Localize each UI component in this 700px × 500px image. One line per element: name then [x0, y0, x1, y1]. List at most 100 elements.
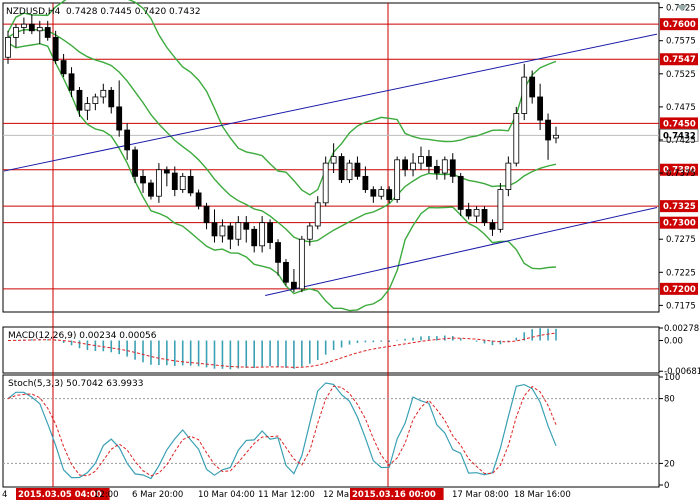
macd-label: MACD(12,26,9) 0.00234 0.00056 — [8, 331, 157, 341]
level-tag-label: 0.7325 — [663, 202, 696, 212]
candle — [433, 159, 440, 180]
level-tag-label: 0.7200 — [663, 285, 696, 295]
candle-body-up — [155, 169, 162, 197]
candle — [52, 30, 59, 64]
candle-body-down — [132, 149, 138, 177]
candle — [211, 209, 218, 243]
candle — [155, 163, 162, 203]
candle-body-down — [195, 192, 202, 207]
bollinger-bands — [7, 0, 557, 312]
candle-body-down — [426, 156, 432, 167]
candle-body-down — [68, 73, 75, 91]
candle — [187, 169, 194, 197]
candle-body-down — [251, 228, 258, 247]
candle-body-up — [521, 76, 528, 114]
candle — [44, 20, 51, 41]
candle-body-up — [513, 113, 520, 164]
time-highlight-tag — [16, 488, 110, 500]
candle-body-up — [13, 27, 19, 38]
level-tag — [660, 200, 698, 213]
candle — [124, 123, 131, 160]
candle — [314, 196, 321, 230]
candle — [322, 156, 329, 207]
candle-body-down — [108, 89, 115, 108]
candle-body-up — [473, 209, 480, 217]
candle-body-down — [465, 209, 472, 217]
macd-tick-label: -0.00681 — [664, 367, 700, 377]
candle — [132, 146, 138, 183]
level-tag-label: 0.7600 — [663, 20, 696, 30]
candle — [219, 219, 226, 243]
candle-body-up — [259, 222, 266, 247]
chart-menu-icon[interactable] — [676, 5, 688, 11]
candle-body-up — [418, 156, 424, 164]
price-tick-label: 0.7375 — [666, 169, 696, 179]
channel-line — [3, 33, 658, 172]
candle-body-down — [227, 225, 234, 240]
candle-body-down — [370, 189, 377, 197]
candle — [148, 179, 154, 200]
candle-body-down — [275, 242, 281, 263]
candle — [370, 186, 377, 203]
price-tick-label: 0.7225 — [666, 268, 696, 278]
candle — [251, 225, 258, 253]
candle — [116, 80, 123, 137]
candle — [346, 159, 353, 183]
candle-body-down — [203, 205, 210, 224]
candle-body-up — [378, 189, 385, 197]
candle — [386, 186, 393, 203]
candle-body-up — [314, 202, 321, 227]
time-label: 12:00 — [94, 490, 119, 500]
candle-body-up — [497, 189, 504, 230]
candle-body-down — [60, 60, 67, 75]
candle — [227, 222, 234, 250]
bb-upper-band — [7, 0, 557, 196]
price-axis: 0.76250.75750.75250.74750.74250.73750.72… — [659, 4, 696, 311]
stochastic-indicator: 100 80 20 0 — [3, 373, 680, 491]
candle — [338, 153, 345, 183]
candle — [497, 182, 504, 233]
candle — [537, 83, 544, 131]
candle — [402, 156, 409, 177]
candle-body-down — [52, 37, 59, 61]
candle-body-up — [441, 159, 448, 174]
candle-body-down — [76, 89, 83, 111]
candle — [195, 189, 202, 210]
candle-body-down — [338, 156, 345, 181]
candle — [76, 87, 83, 117]
price-tick-label: 0.7475 — [666, 103, 696, 113]
candle-body-down — [529, 76, 536, 98]
macd-tick-label: 0.00278 — [664, 324, 699, 334]
symbol-header: NZDUSD,H4 — [6, 7, 61, 17]
candle-body-down — [116, 106, 123, 131]
time-label: 17 Mar 08:00 — [452, 490, 509, 500]
candle-body-down — [140, 175, 146, 184]
candle-body-down — [402, 159, 409, 171]
candle — [473, 206, 480, 223]
candle — [298, 235, 305, 293]
candle — [171, 166, 178, 197]
price-tick-label: 0.7175 — [666, 301, 696, 311]
candle — [60, 53, 67, 78]
candle-body-down — [354, 162, 361, 177]
candle-body-down — [187, 175, 194, 194]
candle — [108, 87, 115, 114]
candle — [283, 259, 289, 286]
candle — [259, 216, 266, 253]
candle — [441, 156, 448, 180]
candle-body-down — [267, 222, 273, 243]
candle-body-down — [481, 209, 488, 224]
candle-body-up — [410, 162, 416, 171]
candle — [362, 166, 369, 193]
candle-body-down — [362, 175, 369, 190]
price-tick-label: 0.7425 — [666, 136, 696, 146]
candle-body-up — [322, 162, 329, 204]
candle-body-down — [44, 27, 51, 38]
candlesticks — [5, 14, 559, 293]
candle-body-down — [489, 222, 496, 230]
candle — [179, 173, 186, 193]
time-highlight-tag — [350, 488, 444, 500]
candle — [545, 113, 551, 160]
current-price-tag — [659, 128, 699, 142]
candle — [306, 222, 313, 246]
